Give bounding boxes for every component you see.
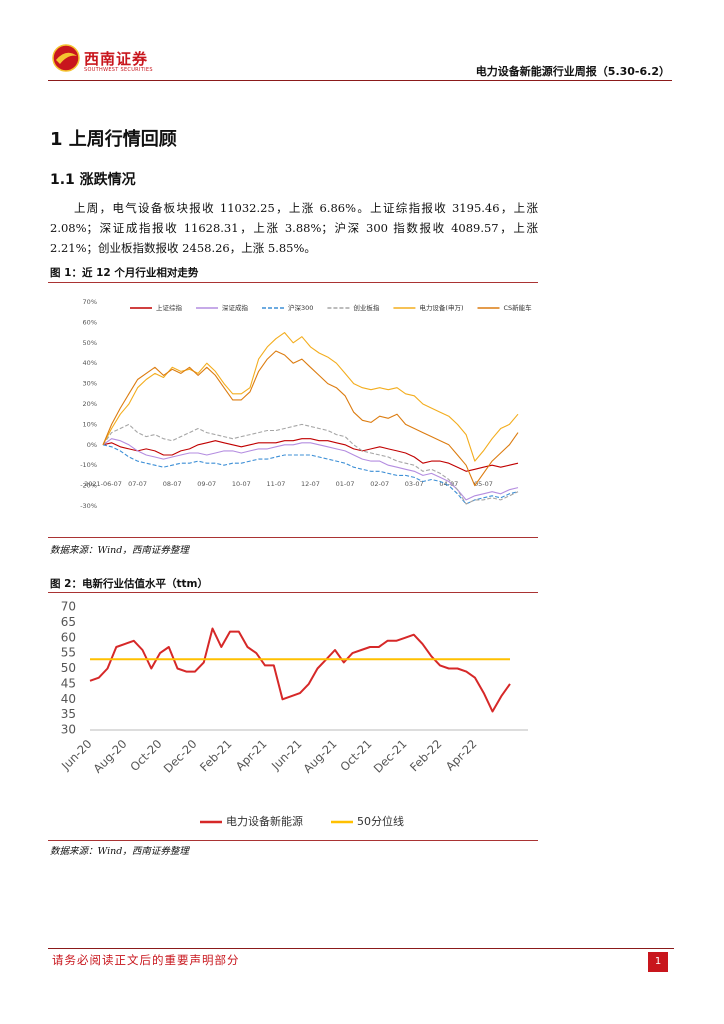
series-line <box>102 444 519 505</box>
x-tick-label: Feb-21 <box>197 737 235 775</box>
section-heading: 1 上周行情回顾 <box>50 129 177 150</box>
y-tick-label: 70 <box>61 600 76 614</box>
legend-label: 创业板指 <box>353 303 380 312</box>
series-line <box>89 627 511 713</box>
x-tick-label: 05-07 <box>474 480 493 488</box>
y-tick-label: 10% <box>83 420 97 428</box>
x-tick-label: Dec-20 <box>161 737 200 776</box>
legend-label: 电力设备新能源 <box>226 814 303 828</box>
report-title: 电力设备新能源行业周报（5.30-6.2） <box>475 65 670 78</box>
x-tick-label: Apr-21 <box>233 737 270 774</box>
y-tick-label: 55 <box>61 646 76 660</box>
y-tick-label: 40 <box>61 692 76 706</box>
x-tick-label: Feb-22 <box>407 737 445 775</box>
x-tick-label: Dec-21 <box>371 737 410 776</box>
legend-label: CS新能车 <box>504 303 533 312</box>
x-tick-label: 10-07 <box>232 480 251 488</box>
figure-caption: 图 2：电新行业估值水平（ttm） <box>50 578 208 590</box>
logo-english: SOUTHWEST SECURITIES <box>84 67 153 73</box>
series-line <box>102 332 519 462</box>
x-tick-label: Apr-22 <box>443 737 480 774</box>
x-tick-label: 09-07 <box>197 480 216 488</box>
paragraph: 上周，电气设备板块报收 11032.25，上涨 6.86%。上证综指报收 319… <box>50 201 538 255</box>
chart: 303540455055606570Jun-20Aug-20Oct-20Dec-… <box>58 600 528 828</box>
legend-label: 电力设备(申万) <box>419 303 463 312</box>
y-tick-label: 60% <box>83 318 97 326</box>
x-tick-label: 2021-06-07 <box>84 480 122 488</box>
subsection-heading: 1.1 涨跌情况 <box>50 172 136 188</box>
y-tick-label: 60 <box>61 630 76 644</box>
series-line <box>102 438 519 501</box>
figure-rule <box>48 537 538 538</box>
figure-rule <box>48 282 538 283</box>
series-line <box>102 423 519 505</box>
y-tick-label: 70% <box>83 298 97 306</box>
x-tick-label: Jun-21 <box>268 737 305 774</box>
series-line <box>102 438 519 472</box>
figure-rule <box>48 592 538 593</box>
x-tick-label: Aug-21 <box>301 737 340 776</box>
y-tick-label: 40% <box>83 359 97 367</box>
page-number: 1 <box>648 952 668 972</box>
x-tick-label: 12-07 <box>301 480 320 488</box>
y-tick-label: 50% <box>83 339 97 347</box>
chart: 70% 60% 50% 40% 30% 20% 10% 0% -10% -20% -30% 2021-… <box>80 298 533 510</box>
figure-source: 数据来源：Wind，西南证券整理 <box>50 545 189 556</box>
x-tick-label: 01-07 <box>336 480 355 488</box>
header-rule <box>48 80 672 81</box>
figure-source: 数据来源：Wind，西南证券整理 <box>50 846 189 857</box>
logo-icon <box>52 44 80 72</box>
y-tick-label: 30 <box>61 723 76 737</box>
x-tick-label: Oct-20 <box>127 737 164 774</box>
y-tick-label: -30% <box>80 502 97 510</box>
x-tick-label: 03-07 <box>405 480 424 488</box>
y-tick-label: 45 <box>61 676 76 690</box>
legend-label: 上证综指 <box>156 303 183 312</box>
y-tick-label: 50 <box>61 661 76 675</box>
x-tick-label: 02-07 <box>370 480 389 488</box>
figure-rule <box>48 840 538 841</box>
footer-rule <box>48 948 674 949</box>
y-tick-label: 30% <box>83 380 97 388</box>
x-tick-label: Oct-21 <box>337 737 374 774</box>
x-tick-label: 04-07 <box>439 480 458 488</box>
x-tick-label: 07-07 <box>128 480 147 488</box>
y-tick-label: 20% <box>83 400 97 408</box>
legend-label: 深证成指 <box>222 303 249 312</box>
y-tick-label: -20% <box>80 482 97 490</box>
legend-label: 沪深300 <box>288 303 313 312</box>
footer-notice: 请务必阅读正文后的重要声明部分 <box>52 953 240 967</box>
figure-caption: 图 1：近 12 个月行业相对走势 <box>50 267 199 279</box>
series-line <box>102 350 519 487</box>
legend-label: 50分位线 <box>357 814 404 828</box>
x-tick-label: 08-07 <box>163 480 182 488</box>
x-tick-label: Jun-20 <box>58 737 95 774</box>
y-tick-label: -10% <box>80 461 97 469</box>
x-tick-label: 11-07 <box>266 480 285 488</box>
y-tick-label: 0% <box>87 441 97 449</box>
y-tick-label: 65 <box>61 615 76 629</box>
x-tick-label: Aug-20 <box>91 737 130 776</box>
logo-text: 西南证券 <box>84 50 149 68</box>
y-tick-label: 35 <box>61 707 76 721</box>
